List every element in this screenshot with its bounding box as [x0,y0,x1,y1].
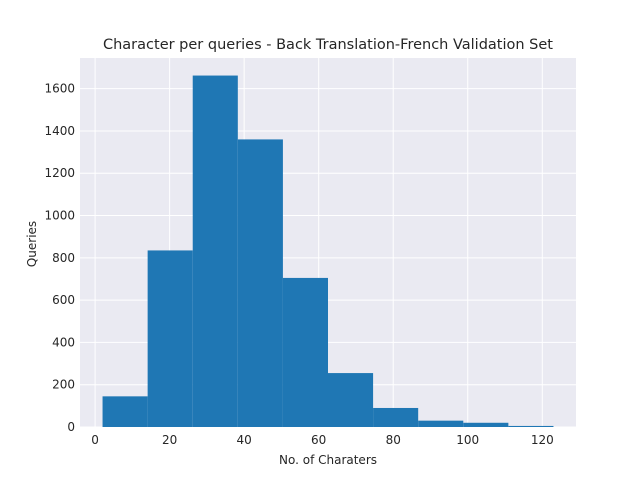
x-tick-label: 20 [162,433,177,447]
histogram-bar [328,373,374,427]
x-tick-label: 0 [91,433,99,447]
x-tick-label: 100 [456,433,479,447]
x-axis-label: No. of Charaters [279,453,377,467]
x-tick-label: 80 [386,433,401,447]
x-tick-label: 60 [311,433,326,447]
y-tick-label: 400 [52,335,75,349]
histogram-bar [147,250,193,427]
y-tick-label: 0 [67,420,75,434]
y-tick-label: 200 [52,378,75,392]
histogram-bars [102,75,554,428]
y-tick-label: 1400 [44,124,75,138]
y-axis-ticks: 0 200 400 600 800 1000 1200 1400 1600 [44,82,75,434]
y-tick-label: 1600 [44,82,75,96]
histogram-bar [192,75,238,427]
y-tick-label: 600 [52,293,75,307]
y-tick-label: 1000 [44,209,75,223]
chart-title: Character per queries - Back Translation… [103,37,553,53]
histogram-bar [463,422,509,427]
y-axis-label: Queries [25,221,39,267]
histogram-bar [282,277,328,427]
histogram-bar [102,396,148,427]
y-tick-label: 800 [52,251,75,265]
x-axis-ticks: 0 20 40 60 80 100 120 [91,433,553,447]
histogram-bar [418,420,464,427]
histogram-bar [237,139,283,428]
x-tick-label: 40 [237,433,252,447]
histogram-bar [373,407,419,427]
x-tick-label: 120 [531,433,554,447]
histogram-bar [508,425,554,427]
y-tick-label: 1200 [44,166,75,180]
